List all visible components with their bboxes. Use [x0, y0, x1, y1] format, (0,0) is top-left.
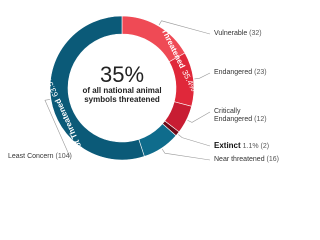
- slice-label: Near threatened (16): [214, 156, 279, 164]
- slice-count: (12): [254, 116, 267, 123]
- center-value: 35%: [99, 62, 145, 87]
- slice-count: (16): [266, 156, 279, 163]
- slice-count: (2): [260, 143, 270, 150]
- slice-share: 1.1%: [242, 143, 259, 150]
- leader-line: [194, 72, 211, 80]
- donut-chart: Threatened35.4%Not Threatened63.5%: [43, 15, 211, 161]
- slice-name: Endangered: [214, 69, 253, 76]
- slice-name: Vulnerable: [214, 30, 248, 37]
- chart: Threatened35.4% Not Threatened63.5% 35% o…: [8, 15, 279, 164]
- slice-name: Near threatened: [214, 156, 265, 163]
- leader-line: [44, 99, 71, 158]
- slice-name: Extinct: [214, 141, 241, 150]
- slice-label: Extinct 1.1% (2): [214, 142, 269, 151]
- slice-count: (32): [249, 30, 262, 37]
- center-subtext: of all national animal symbols threatene…: [82, 86, 162, 104]
- slice-name: Critically Endangered: [214, 108, 253, 123]
- slice-label: Vulnerable (32): [214, 30, 262, 38]
- leader-line: [161, 148, 211, 161]
- slice-label: Critically Endangered (12): [214, 108, 276, 124]
- leader-line: [158, 20, 211, 35]
- center-label: 35% of all national animal symbols threa…: [82, 62, 162, 105]
- slice-label: Endangered (23): [214, 69, 267, 77]
- slice-count: (104): [55, 153, 72, 160]
- leader-line: [178, 134, 211, 147]
- slice-name: Least Concern: [8, 153, 54, 160]
- slice-label: Least Concern (104): [8, 153, 72, 161]
- leader-line: [187, 111, 211, 123]
- slice: [49, 15, 145, 161]
- slice-count: (23): [254, 69, 267, 76]
